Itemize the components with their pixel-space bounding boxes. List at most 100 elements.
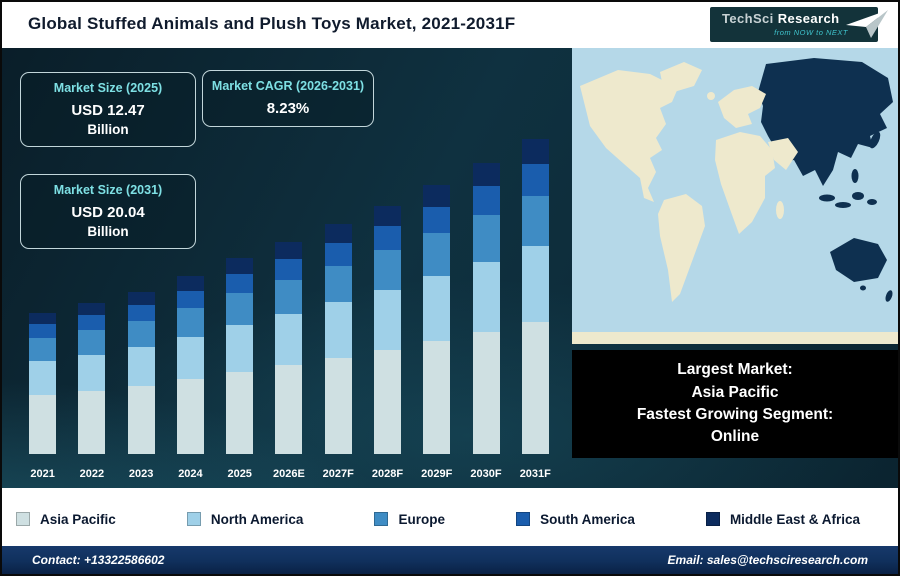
- segment-middle-east-africa: [373, 205, 401, 226]
- segment-south-america: [423, 206, 451, 234]
- footer-contact: Contact: +13322586602: [32, 553, 165, 567]
- legend-label: North America: [210, 511, 304, 527]
- segment-middle-east-africa: [78, 303, 106, 316]
- bar-stack-2024: [176, 124, 204, 454]
- segment-south-america: [29, 323, 57, 339]
- legend-item-asia-pacific: Asia Pacific: [16, 512, 116, 527]
- segment-europe: [423, 233, 451, 277]
- segment-south-america: [324, 242, 352, 266]
- segment-north-america: [78, 354, 106, 391]
- segment-middle-east-africa: [472, 163, 500, 187]
- legend-item-europe: Europe: [374, 512, 445, 527]
- legend-swatch: [705, 512, 720, 526]
- legend-swatch: [16, 512, 30, 526]
- segment-europe: [324, 265, 352, 303]
- bar-column-2021: [18, 124, 67, 454]
- logo-brand-research: Research: [777, 11, 840, 26]
- map-land: [572, 62, 898, 344]
- logo-brand-techsci: TechSci: [722, 11, 774, 26]
- x-axis-label: 2022: [79, 468, 105, 480]
- techsci-logo: TechSci Research from NOW to NEXT: [710, 7, 888, 42]
- legend: Asia Pacific North America Europe South Ame…: [2, 512, 898, 527]
- segment-middle-east-africa: [275, 241, 303, 259]
- logo-brand: TechSci Research: [722, 11, 868, 26]
- market-size-2031-box: Market Size (2031) USD 20.04 Billion: [20, 174, 196, 249]
- header: Global Stuffed Animals and Plush Toys Ma…: [2, 2, 898, 48]
- segment-south-america: [472, 186, 500, 216]
- market-size-2025-value: USD 12.47: [71, 101, 145, 119]
- bar-stack-2030f: [472, 124, 500, 454]
- segment-asia-pacific: [176, 379, 204, 454]
- segment-europe: [127, 321, 155, 348]
- x-axis-label: 2026E: [273, 468, 305, 480]
- segment-europe: [176, 308, 204, 337]
- segment-north-america: [275, 314, 303, 365]
- segment-north-america: [226, 324, 254, 372]
- segment-asia-pacific: [275, 364, 303, 454]
- largest-market-label: Largest Market:: [677, 361, 793, 379]
- segment-south-america: [373, 225, 401, 251]
- bar-column-2023: [117, 124, 166, 454]
- market-size-2031-value: USD 20.04: [71, 203, 145, 221]
- bar-stack-2029f: [423, 124, 451, 454]
- bar-column-2031f: [511, 124, 560, 454]
- segment-north-america: [472, 261, 500, 332]
- bar-stack-2028f: [373, 124, 401, 454]
- footer-email: Email: sales@techsciresearch.com: [667, 553, 868, 567]
- legend-band: Asia Pacific North America Europe South Ame…: [2, 488, 898, 550]
- segment-europe: [226, 293, 254, 325]
- bar-column-2022: [67, 124, 116, 454]
- bar-stack-2022: [78, 124, 106, 454]
- bar-column-2024: [166, 124, 215, 454]
- footer: Contact: +13322586602 Email: sales@techs…: [2, 546, 898, 574]
- fastest-segment-value: Online: [710, 428, 760, 446]
- segment-asia-pacific: [423, 341, 451, 454]
- x-axis-label: 2027F: [322, 468, 354, 480]
- x-axis-label: 2030F: [470, 468, 502, 480]
- segment-middle-east-africa: [127, 292, 155, 306]
- logo-tagline: from NOW to NEXT: [774, 28, 848, 37]
- largest-market-value: Asia Pacific: [691, 383, 779, 401]
- market-size-2031-label: Market Size (2031): [53, 183, 163, 197]
- segment-middle-east-africa: [176, 276, 204, 291]
- bar-stack-2025: [226, 124, 254, 454]
- segment-north-america: [127, 347, 155, 386]
- market-size-2031-unit: Billion: [87, 223, 129, 239]
- bar-column-2029f: [412, 124, 461, 454]
- bar-column-2030f: [461, 124, 510, 454]
- segment-south-america: [176, 290, 204, 309]
- segment-south-america: [275, 258, 303, 281]
- x-axis-label: 2024: [178, 468, 203, 480]
- world-map: [572, 48, 898, 344]
- x-axis-label: 2025: [227, 468, 252, 480]
- page-title: Global Stuffed Animals and Plush Toys Ma…: [28, 14, 516, 33]
- segment-asia-pacific: [226, 371, 254, 454]
- bar-stack-2027f: [324, 124, 352, 454]
- paper-plane-icon: [846, 8, 890, 45]
- bar-stack-2023: [127, 124, 155, 454]
- x-axis-labels: 2021 2022 2023 2024 2025 2026E 2027F 2028F 2029F…: [18, 468, 560, 480]
- market-cagr-label: Market CAGR (2026-2031): [211, 79, 365, 93]
- x-axis-label: 2028F: [371, 468, 404, 480]
- market-highlight-box: Largest Market: Asia Pacific Fastest Gro…: [572, 350, 898, 458]
- legend-swatch: [516, 512, 531, 526]
- bar-column-2026e: [264, 124, 313, 454]
- bar-column-2025: [215, 124, 264, 454]
- segment-north-america: [423, 276, 451, 342]
- legend-item-middle-east-africa: Middle East & Africa: [705, 511, 860, 527]
- bar-column-2027f: [314, 124, 363, 454]
- segment-north-america: [29, 360, 57, 395]
- segment-asia-pacific: [373, 349, 401, 454]
- segment-south-america: [78, 315, 106, 331]
- bar-chart: [18, 124, 560, 454]
- segment-europe: [78, 330, 106, 355]
- x-axis-label: 2023: [128, 468, 154, 480]
- segment-south-america: [127, 305, 155, 322]
- bar-stack-2021: [29, 124, 57, 454]
- x-axis-label: 2031F: [519, 468, 551, 480]
- legend-item-south-america: South America: [516, 512, 635, 527]
- legend-label: Middle East & Africa: [729, 511, 860, 527]
- segment-middle-east-africa: [423, 185, 451, 207]
- bar-stack-2026e: [275, 124, 303, 454]
